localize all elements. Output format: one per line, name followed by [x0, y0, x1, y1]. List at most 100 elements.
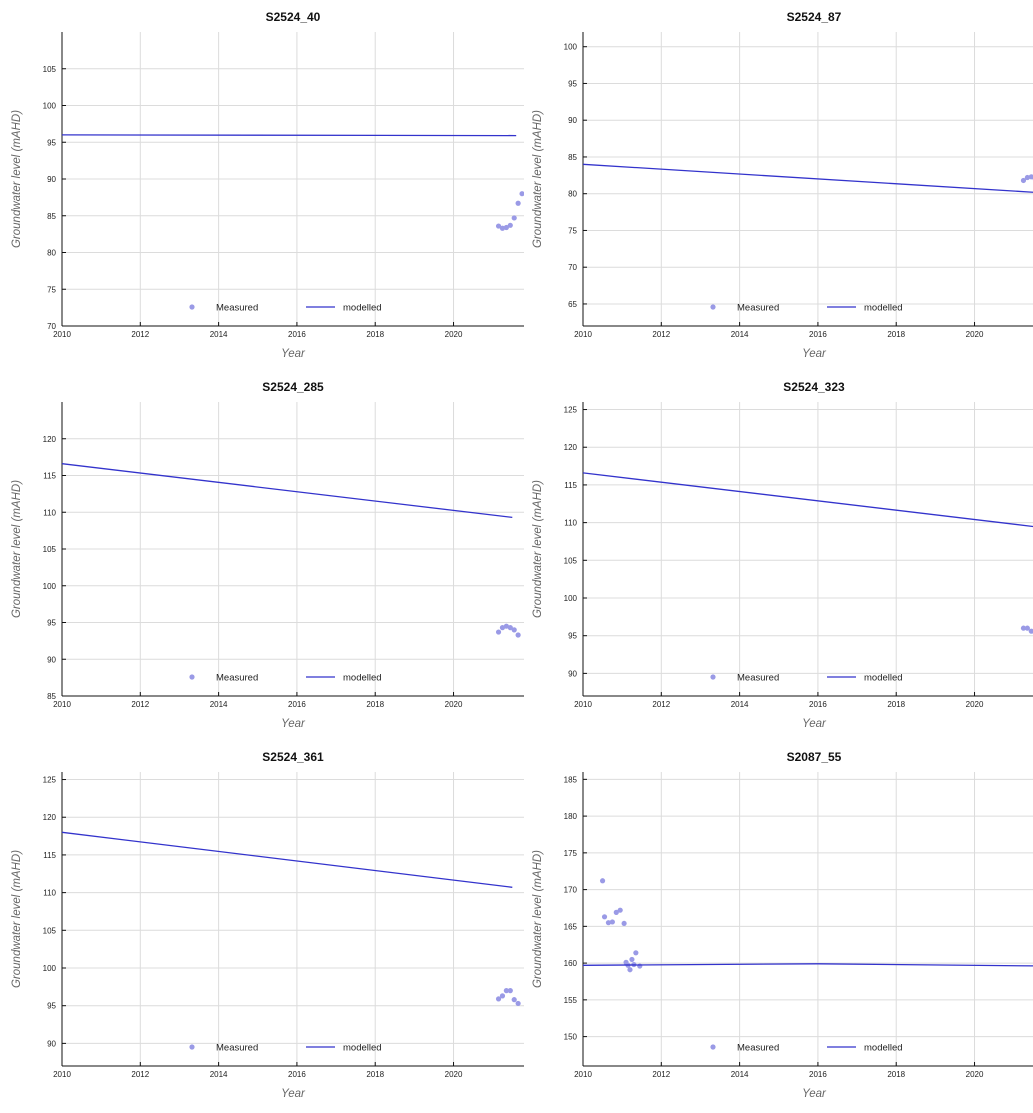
plot-series [62, 135, 525, 231]
x-tick-label: 2016 [288, 330, 306, 339]
y-tick-label: 75 [47, 285, 56, 294]
y-tick-label: 115 [43, 851, 56, 860]
measured-point [637, 963, 642, 968]
y-tick-label: 160 [564, 959, 578, 968]
x-tick-label: 2012 [652, 700, 670, 709]
chart-title: S2524_40 [266, 10, 321, 24]
y-tick-label: 115 [43, 472, 56, 481]
y-tick-label: 90 [47, 1039, 56, 1048]
legend-modelled-label: modelled [343, 1043, 382, 1054]
x-tick-label: 2014 [731, 330, 749, 339]
legend-modelled-label: modelled [343, 673, 382, 684]
y-axis-label: Groundwater level (mAHD) [532, 850, 544, 988]
measured-point [496, 629, 501, 634]
x-tick-label: 2020 [966, 1070, 984, 1079]
y-tick-label: 95 [47, 619, 56, 628]
y-tick-label: 175 [564, 849, 578, 858]
x-tick-label: 2020 [966, 330, 984, 339]
y-tick-label: 120 [43, 435, 57, 444]
measured-point [508, 988, 513, 993]
plot-series [583, 878, 1033, 972]
measured-point [629, 957, 634, 962]
x-tick-label: 2020 [445, 700, 463, 709]
y-tick-label: 95 [47, 138, 56, 147]
x-tick-label: 2018 [887, 700, 905, 709]
y-tick-label: 90 [47, 175, 56, 184]
x-tick-label: 2012 [652, 330, 670, 339]
y-tick-label: 105 [43, 545, 57, 554]
measured-point [512, 997, 517, 1002]
y-tick-label: 100 [564, 594, 578, 603]
x-tick-label: 2010 [574, 1070, 592, 1079]
x-tick-label: 2010 [53, 700, 71, 709]
y-tick-label: 125 [43, 776, 57, 785]
measured-point [500, 993, 505, 998]
y-tick-label: 155 [564, 996, 578, 1005]
x-tick-label: 2012 [131, 330, 149, 339]
y-tick-label: 95 [47, 1002, 56, 1011]
x-tick-label: 2018 [366, 700, 384, 709]
x-tick-label: 2016 [288, 700, 306, 709]
x-tick-label: 2016 [809, 1070, 827, 1079]
measured-point [516, 632, 521, 637]
x-tick-label: 2014 [210, 1070, 228, 1079]
plot-series [62, 832, 521, 1006]
measured-point [627, 967, 632, 972]
legend-modelled-label: modelled [343, 303, 382, 314]
modelled-line [62, 832, 512, 887]
y-tick-label: 100 [564, 43, 578, 52]
y-tick-label: 110 [564, 519, 577, 528]
plot-series [62, 464, 521, 638]
y-tick-label: 120 [43, 813, 57, 822]
y-tick-label: 120 [564, 443, 578, 452]
modelled-line [583, 964, 1033, 966]
y-axis-label: Groundwater level (mAHD) [532, 480, 544, 618]
y-tick-label: 90 [47, 655, 56, 664]
x-tick-label: 2018 [887, 1070, 905, 1079]
x-tick-label: 2012 [131, 1070, 149, 1079]
y-tick-label: 105 [564, 556, 578, 565]
x-tick-label: 2020 [445, 330, 463, 339]
legend-measured-marker [189, 304, 194, 309]
y-tick-label: 115 [564, 481, 577, 490]
x-tick-label: 2018 [366, 1070, 384, 1079]
y-tick-label: 95 [568, 632, 577, 641]
legend-modelled-label: modelled [864, 1043, 903, 1054]
x-tick-label: 2014 [731, 1070, 749, 1079]
legend-modelled-label: modelled [864, 303, 903, 314]
y-tick-label: 75 [568, 226, 577, 235]
measured-point [512, 627, 517, 632]
x-tick-label: 2020 [445, 1070, 463, 1079]
x-tick-label: 2016 [809, 700, 827, 709]
x-axis-label: Year [281, 718, 306, 730]
plot-series [583, 473, 1033, 637]
y-tick-label: 85 [568, 153, 577, 162]
legend-measured-label: Measured [737, 303, 779, 314]
x-tick-label: 2010 [574, 700, 592, 709]
chart-title: S2524_323 [783, 380, 845, 394]
modelled-line [583, 473, 1033, 528]
legend-measured-marker [189, 674, 194, 679]
measured-point [512, 215, 517, 220]
x-tick-label: 2010 [53, 330, 71, 339]
x-tick-label: 2014 [731, 700, 749, 709]
y-tick-label: 185 [564, 775, 578, 784]
y-tick-label: 90 [568, 669, 577, 678]
y-tick-label: 100 [43, 102, 57, 111]
y-tick-label: 170 [564, 886, 578, 895]
x-axis-label: Year [802, 718, 827, 730]
legend-measured-label: Measured [216, 1043, 258, 1054]
x-tick-label: 2010 [574, 330, 592, 339]
y-tick-label: 100 [43, 964, 57, 973]
legend-measured-marker [710, 304, 715, 309]
